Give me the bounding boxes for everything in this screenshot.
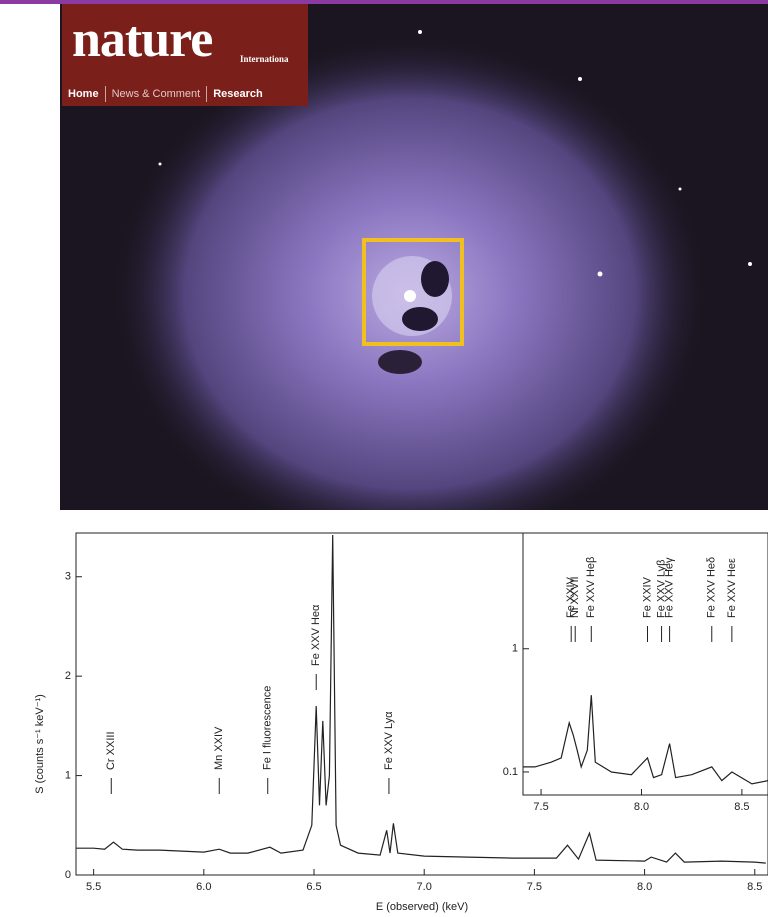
y-tick-label: 2: [65, 670, 71, 682]
cluster-image: [60, 4, 768, 510]
y-tick-label: 1: [512, 643, 518, 655]
inset-background: [523, 533, 768, 795]
nav-link[interactable]: Research: [213, 88, 263, 100]
x-tick-label: 7.5: [533, 801, 548, 813]
x-axis-label: E (observed) (keV): [376, 901, 468, 913]
line-label: Mn XXIV: [213, 726, 225, 770]
y-tick-label: 3: [65, 571, 71, 583]
y-tick-label: 0: [65, 869, 71, 881]
x-tick-label: 8.0: [634, 801, 649, 813]
y-axis-label: S (counts s⁻¹ keV⁻¹): [34, 694, 46, 794]
nav-link[interactable]: Home: [62, 86, 106, 102]
x-tick-label: 6.5: [306, 881, 321, 893]
axes-frame: [75, 532, 768, 876]
logo-subtitle: Internationa: [240, 54, 289, 64]
line-label: Fe XXV Heα: [310, 604, 322, 666]
line-label: Fe XXV Lyα: [383, 711, 395, 770]
x-tick-label: 5.5: [86, 881, 101, 893]
x-tick-label: 6.0: [196, 881, 211, 893]
line-label: Fe XXV Heγ: [664, 557, 676, 618]
x-tick-label: 8.5: [747, 881, 762, 893]
top-bar: [0, 0, 768, 4]
spectrum-line: [76, 534, 766, 864]
line-label: Fe XXIV: [641, 576, 653, 618]
nav-link[interactable]: News & Comment: [106, 86, 208, 102]
x-tick-label: 8.5: [734, 801, 749, 813]
line-label: Cr XXIII: [105, 731, 117, 770]
line-label: Fe XXIV: [565, 576, 577, 618]
logo[interactable]: nature: [72, 11, 213, 68]
line-label: Fe XXV Heε: [726, 558, 738, 618]
spectrum-line: [523, 695, 768, 785]
y-tick-label: 0.1: [503, 766, 518, 778]
line-label: Fe XXV Lyβ: [655, 560, 667, 619]
x-tick-label: 8.0: [637, 881, 652, 893]
x-tick-label: 7.5: [527, 881, 542, 893]
line-label: Fe I fluorescence: [262, 686, 274, 770]
y-tick-label: 1: [65, 769, 71, 781]
site-header: nature Internationa Home News & Comment …: [62, 4, 308, 106]
line-label: Fe XXV Heδ: [706, 557, 718, 618]
line-label: Ni XXVII: [569, 576, 581, 618]
x-tick-label: 7.0: [417, 881, 432, 893]
line-label: Fe XXV Heβ: [585, 557, 597, 618]
nav-bar: Home News & Comment Research: [62, 82, 308, 106]
axes-frame: [522, 532, 768, 796]
